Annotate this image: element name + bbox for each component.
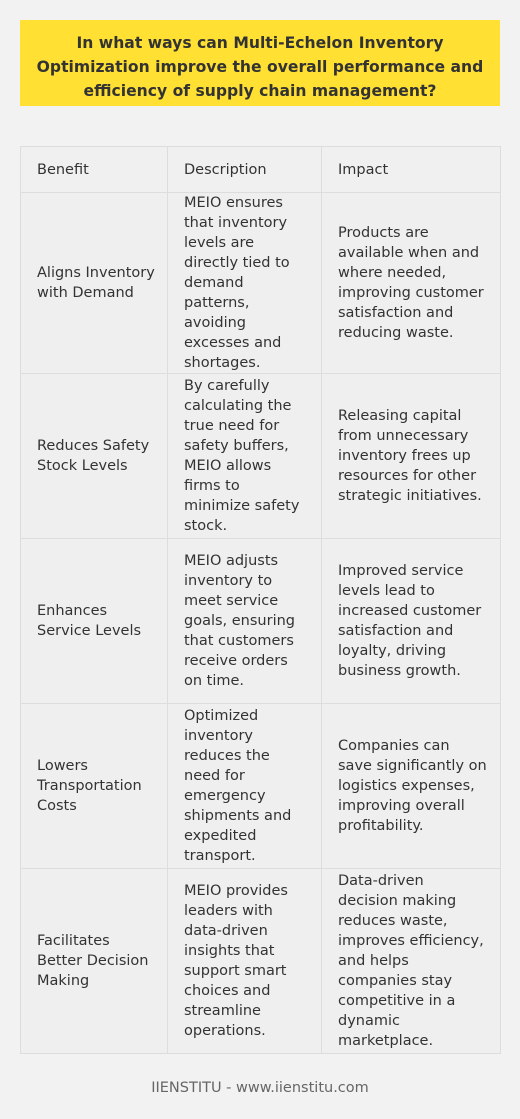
- impact-cell: Companies can save significantly on logi…: [322, 704, 501, 869]
- table-row: Facilitates Better Decision Making MEIO …: [21, 869, 501, 1054]
- benefits-table: Benefit Description Impact Aligns Invent…: [20, 146, 501, 1054]
- question-text: In what ways can Multi-Echelon Inventory…: [37, 34, 484, 100]
- header-description: Description: [168, 147, 322, 193]
- impact-cell: Products are available when and where ne…: [322, 193, 501, 374]
- impact-cell: Releasing capital from unnecessary inven…: [322, 374, 501, 539]
- description-cell: MEIO adjusts inventory to meet service g…: [168, 539, 322, 704]
- benefit-cell: Reduces Safety Stock Levels: [21, 374, 168, 539]
- question-banner: In what ways can Multi-Echelon Inventory…: [20, 20, 500, 106]
- table-row: Lowers Transportation Costs Optimized in…: [21, 704, 501, 869]
- header-benefit: Benefit: [21, 147, 168, 193]
- table-row: Enhances Service Levels MEIO adjusts inv…: [21, 539, 501, 704]
- table-header-row: Benefit Description Impact: [21, 147, 501, 193]
- benefit-cell: Enhances Service Levels: [21, 539, 168, 704]
- table-row: Reduces Safety Stock Levels By carefully…: [21, 374, 501, 539]
- benefit-cell: Facilitates Better Decision Making: [21, 869, 168, 1054]
- description-cell: MEIO ensures that inventory levels are d…: [168, 193, 322, 374]
- benefit-cell: Aligns Inventory with Demand: [21, 193, 168, 374]
- impact-cell: Improved service levels lead to increase…: [322, 539, 501, 704]
- benefit-cell: Lowers Transportation Costs: [21, 704, 168, 869]
- description-cell: Optimized inventory reduces the need for…: [168, 704, 322, 869]
- table-row: Aligns Inventory with Demand MEIO ensure…: [21, 193, 501, 374]
- description-cell: By carefully calculating the true need f…: [168, 374, 322, 539]
- description-cell: MEIO provides leaders with data-driven i…: [168, 869, 322, 1054]
- header-impact: Impact: [322, 147, 501, 193]
- footer-credit: IIENSTITU - www.iienstitu.com: [0, 1080, 520, 1096]
- impact-cell: Data-driven decision making reduces wast…: [322, 869, 501, 1054]
